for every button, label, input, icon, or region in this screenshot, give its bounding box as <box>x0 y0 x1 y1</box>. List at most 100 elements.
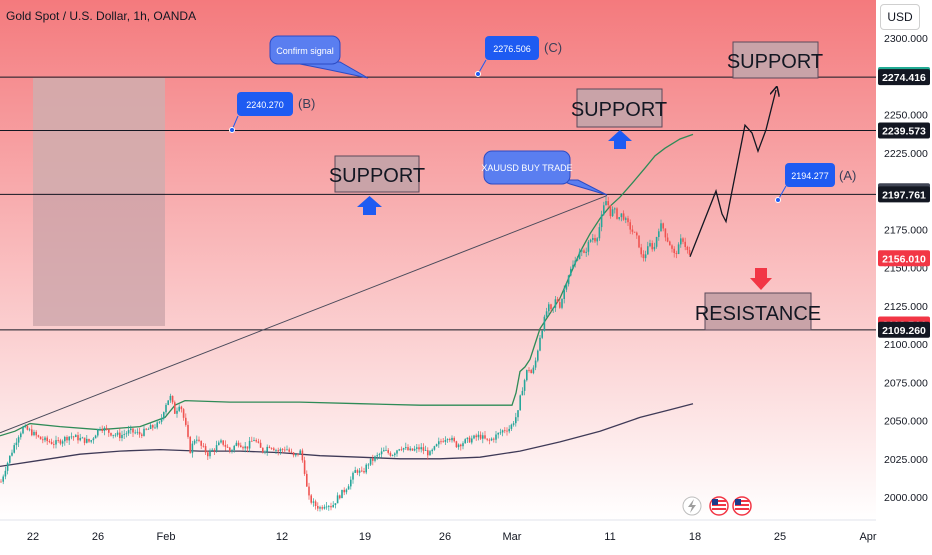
candle-298 <box>655 236 658 249</box>
candle-106 <box>233 444 235 453</box>
x-tick-label: Apr <box>859 531 876 543</box>
wave-c-value: 2276.506 <box>493 44 531 54</box>
candle-169 <box>372 454 374 466</box>
candle-235 <box>517 410 519 422</box>
candle-190 <box>418 444 420 452</box>
candle-223 <box>490 437 493 442</box>
candle-99 <box>218 440 220 446</box>
support-box-1[interactable]: SUPPORT <box>329 155 425 193</box>
wave-label-c[interactable]: 2276.506 (C) <box>475 36 563 77</box>
candle-100 <box>220 438 222 444</box>
candle-290 <box>638 235 640 249</box>
buy-trade-text: XAUUSD BUY TRADE <box>481 163 572 173</box>
support-box-3[interactable]: SUPPORT <box>727 41 823 79</box>
confirm-signal-callout[interactable]: Confirm signal <box>269 35 369 79</box>
candle-180 <box>396 449 398 457</box>
projection-group <box>689 90 776 258</box>
candle-163 <box>358 468 361 477</box>
candle-53 <box>116 430 119 437</box>
candle-49 <box>108 429 110 437</box>
candle-1 <box>2 474 4 485</box>
candle-203 <box>446 438 449 443</box>
us-flag-icon-2[interactable] <box>732 496 752 516</box>
candle-140 <box>308 482 310 500</box>
candle-76 <box>167 400 169 406</box>
candle-101 <box>222 440 224 447</box>
candle-95 <box>209 448 211 459</box>
candle-13 <box>28 427 31 432</box>
candle-96 <box>211 448 213 452</box>
candle-107 <box>235 440 238 447</box>
range-box-upper <box>33 78 165 193</box>
candle-306 <box>673 246 675 258</box>
candle-23 <box>50 438 53 445</box>
x-tick-label: 22 <box>27 531 39 543</box>
candle-196 <box>431 448 433 455</box>
candle-230 <box>506 427 508 436</box>
candle-237 <box>521 387 524 396</box>
candle-18 <box>39 436 42 440</box>
candle-177 <box>389 451 392 457</box>
wave-label-a[interactable]: 2194.277 (A) <box>775 163 857 203</box>
candle-12 <box>26 424 29 431</box>
currency-button[interactable]: USD <box>880 4 920 30</box>
candle-151 <box>332 501 334 508</box>
candle-30 <box>66 435 68 443</box>
lightning-icon[interactable] <box>682 496 702 516</box>
candle-192 <box>422 443 425 455</box>
buy-trade-callout[interactable]: XAUUSD BUY TRADE <box>481 150 608 196</box>
candle-283 <box>622 210 625 221</box>
support-label-2: SUPPORT <box>571 99 667 121</box>
candle-52 <box>114 433 117 438</box>
candle-61 <box>134 429 136 435</box>
candle-161 <box>354 466 356 473</box>
candle-124 <box>273 446 275 451</box>
candle-187 <box>411 448 414 451</box>
time-axis[interactable]: 22 26 Feb 12 19 26 Mar 11 18 25 Apr <box>27 531 877 543</box>
candle-3 <box>6 461 9 475</box>
candle-112 <box>246 446 249 453</box>
candle-36 <box>79 433 81 442</box>
resistance-box[interactable]: RESISTANCE <box>695 292 821 331</box>
us-flag-icon[interactable] <box>709 496 729 516</box>
candle-2 <box>4 466 7 480</box>
x-tick-label: 26 <box>439 531 451 543</box>
candle-191 <box>420 443 422 453</box>
arrow-up-icon-2 <box>608 130 632 149</box>
candle-200 <box>440 438 442 445</box>
candle-128 <box>281 448 284 454</box>
candle-277 <box>609 205 612 219</box>
candle-273 <box>600 210 603 232</box>
support-label-1: SUPPORT <box>329 165 425 187</box>
candle-127 <box>279 447 282 455</box>
candle-94 <box>207 450 209 460</box>
candle-34 <box>75 433 77 438</box>
wave-label-b[interactable]: 2240.270 (B) <box>229 92 316 133</box>
candle-295 <box>649 239 651 248</box>
candle-155 <box>341 489 343 499</box>
candle-134 <box>295 453 297 458</box>
candle-222 <box>488 438 491 445</box>
candle-136 <box>299 449 301 455</box>
candle-79 <box>174 400 176 414</box>
candle-291 <box>640 243 642 258</box>
candle-69 <box>152 424 154 431</box>
candle-281 <box>618 217 620 221</box>
candle-141 <box>310 494 312 505</box>
candle-208 <box>457 443 460 450</box>
candle-51 <box>112 434 114 439</box>
arrow-up-icon <box>357 196 382 215</box>
candle-102 <box>224 440 227 451</box>
price-tags: 2275.8092274.4162239.5732199.8522197.761… <box>878 67 930 338</box>
x-tick-label: 12 <box>276 531 288 543</box>
candle-201 <box>442 438 444 443</box>
candle-64 <box>141 432 143 439</box>
price-tag-5: 2156.010 <box>878 250 930 267</box>
support-box-2[interactable]: SUPPORT <box>571 88 667 128</box>
candle-253 <box>556 296 559 304</box>
candle-165 <box>363 467 365 474</box>
candle-86 <box>189 435 191 454</box>
candle-183 <box>402 447 405 453</box>
chart-title: Gold Spot / U.S. Dollar, 1h, OANDA <box>6 9 197 23</box>
